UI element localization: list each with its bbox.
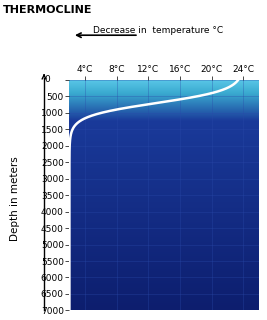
Text: 0: 0: [44, 76, 50, 84]
Text: Decrease in  temperature °C: Decrease in temperature °C: [93, 26, 223, 35]
Text: THERMOCLINE: THERMOCLINE: [3, 5, 92, 15]
Text: Depth in meters: Depth in meters: [10, 156, 20, 241]
